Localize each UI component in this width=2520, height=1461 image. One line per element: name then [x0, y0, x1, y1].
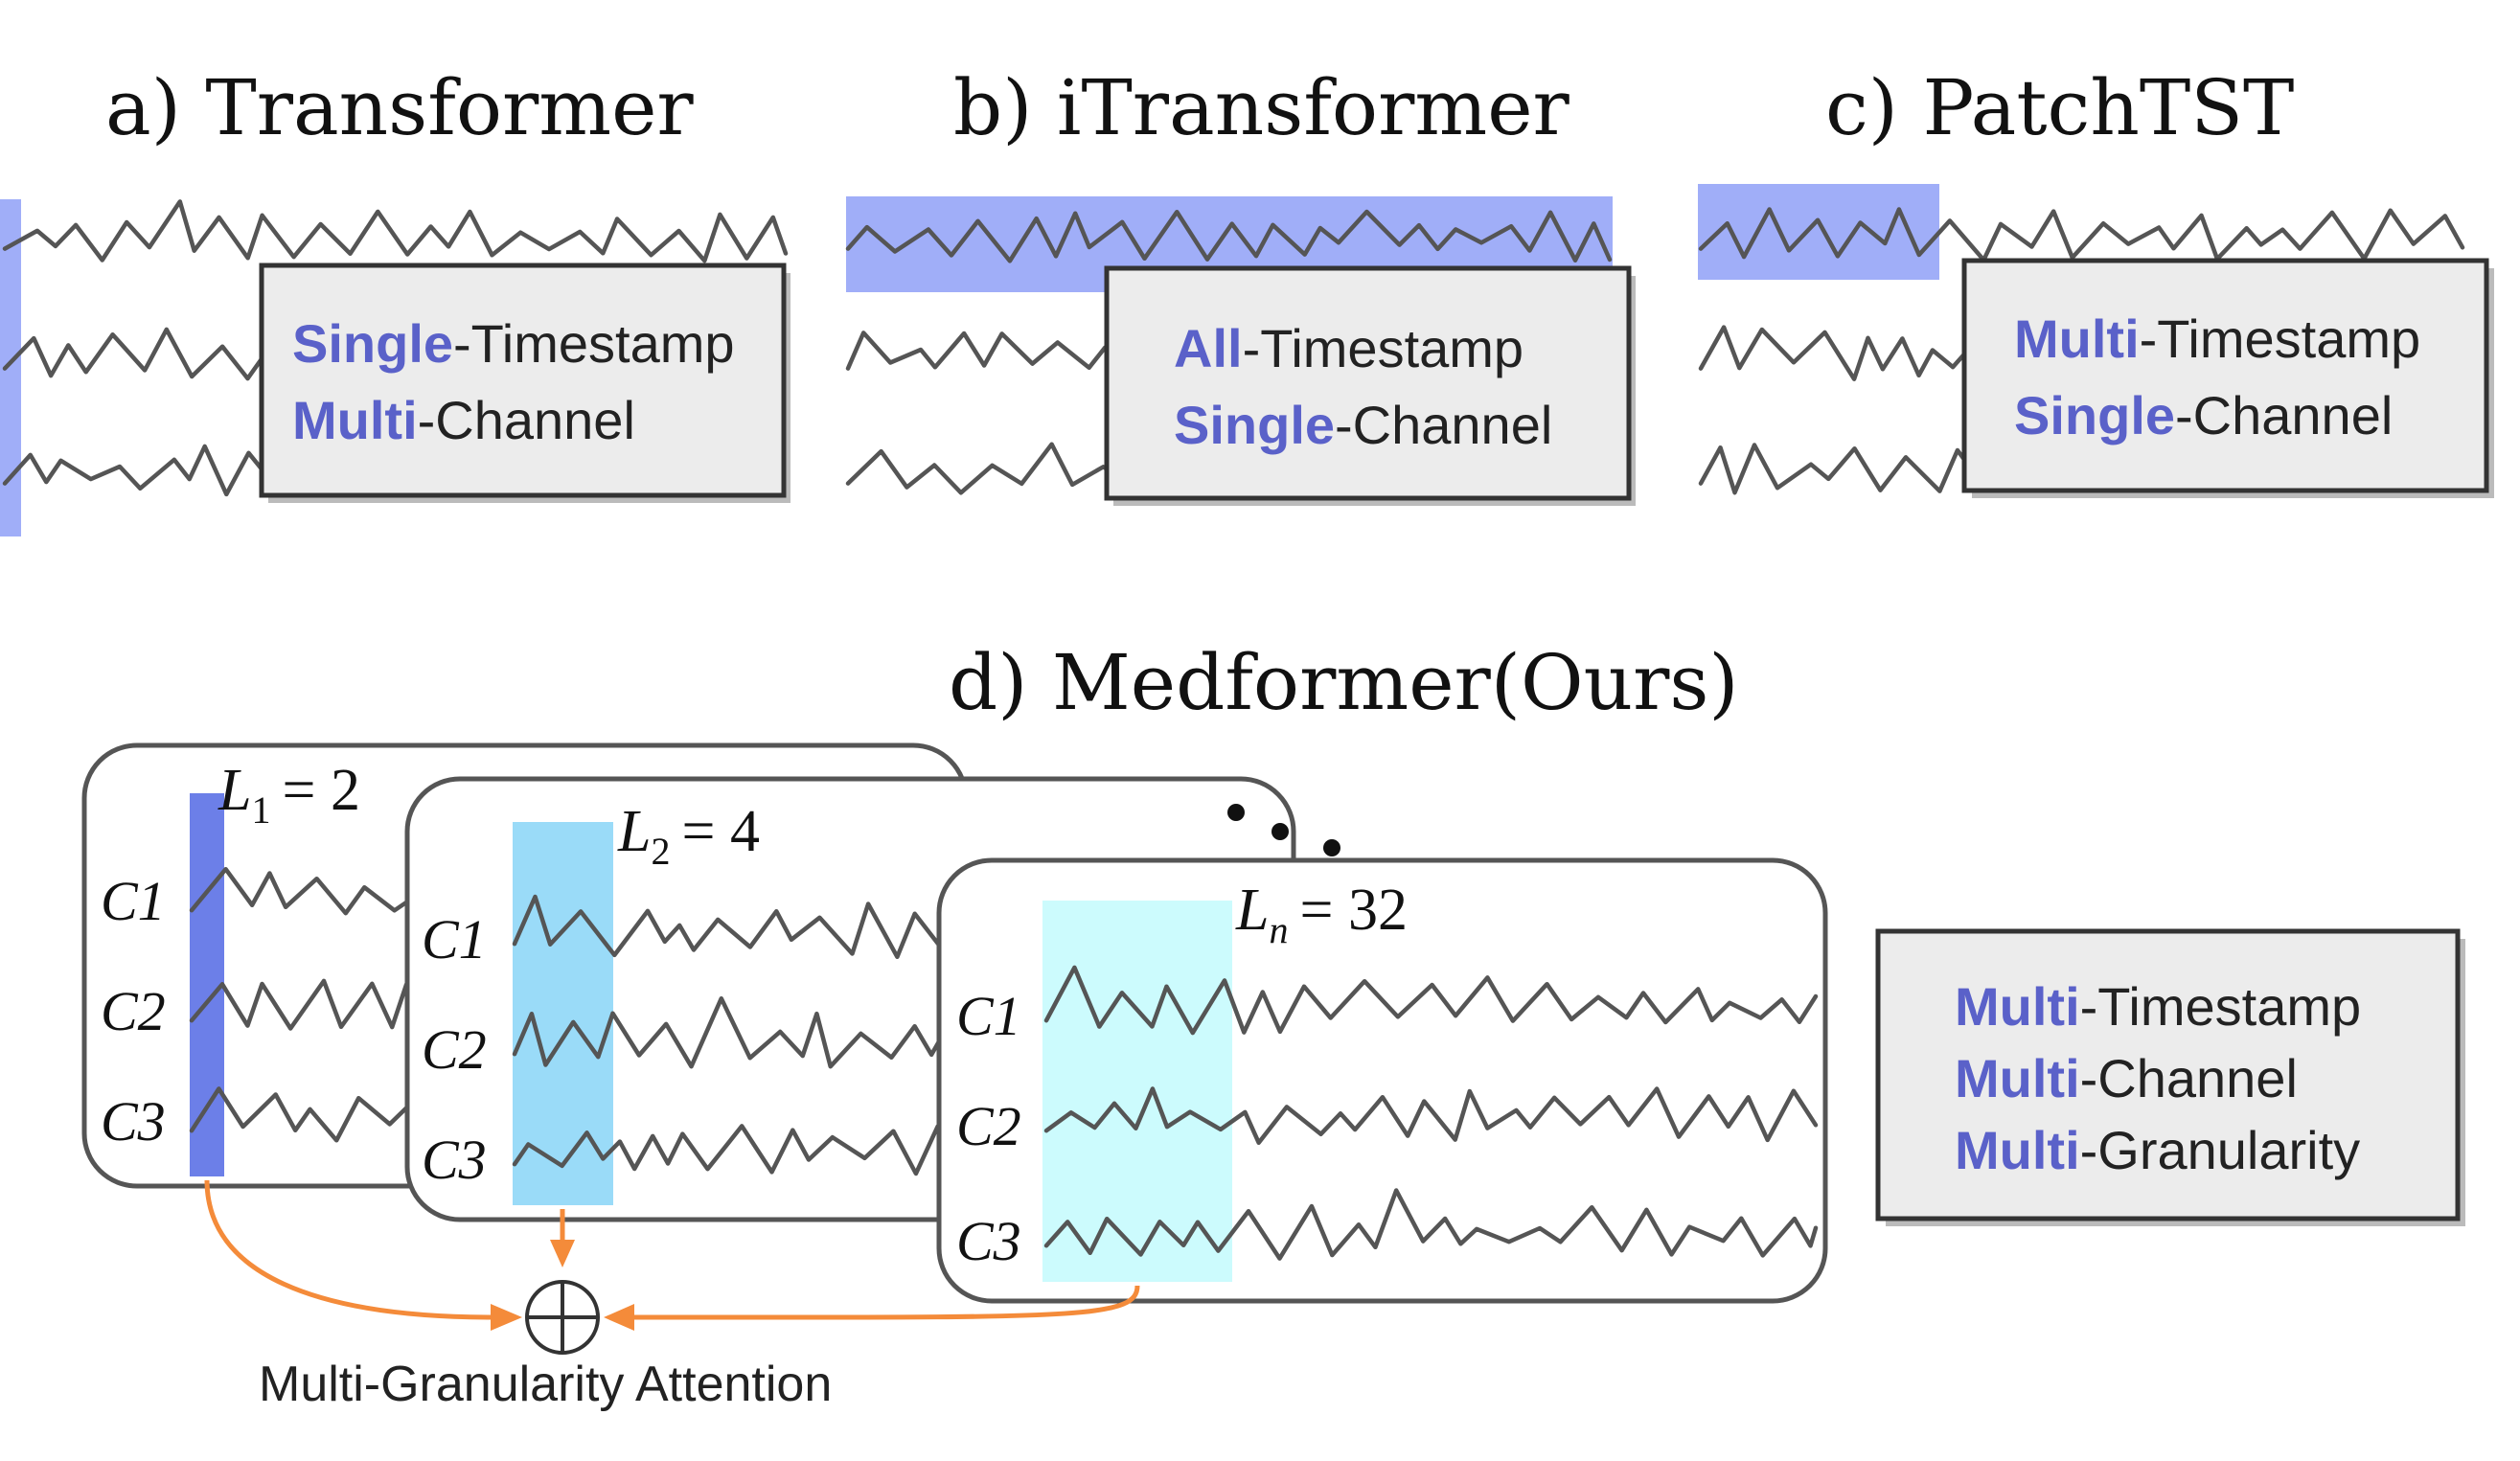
granularity-label: Ln = 32 [1235, 878, 1408, 951]
panel-itransformer: b) iTransformer All-Timestamp Single-Cha… [845, 63, 1636, 506]
channel-label: C3 [956, 1210, 1021, 1272]
panel-transformer: a) Transformer Single-Timestamp Multi-Ch… [0, 63, 790, 536]
arrow-from-ln [622, 1285, 1140, 1320]
granularity-card-n: Ln = 32 C1 C2 C3 [936, 857, 1828, 1304]
panel-medformer: d) Medformer(Ours) L1 = 2 C1 C2 C3 L2 = 4 … [81, 638, 2465, 1412]
channel-label: C1 [956, 985, 1021, 1047]
patch-highlight [1698, 184, 1939, 280]
channel-label: C3 [101, 1090, 166, 1153]
channel-label: C1 [422, 908, 487, 970]
signal-wave [1043, 1086, 1819, 1146]
channel-label: C2 [956, 1095, 1021, 1157]
panel-patchtst: c) PatchTST Multi-Timestamp Single-Chann… [1698, 63, 2494, 498]
info-line-2: Multi-Channel [292, 390, 635, 450]
info-box [1104, 265, 1632, 501]
aggregation-plus-icon [525, 1280, 600, 1355]
channel-label: C2 [101, 980, 166, 1042]
channel-label: C2 [422, 1018, 487, 1081]
signal-wave [1698, 207, 2465, 263]
channel-label: C1 [101, 870, 166, 932]
info-line-2: Single-Channel [1174, 395, 1552, 455]
panel-title: a) Transformer [105, 63, 694, 152]
signal-wave [2, 199, 789, 263]
patch-l2 [513, 822, 613, 1205]
attention-label: Multi-Granularity Attention [259, 1357, 832, 1412]
granularity-label: L2 = 4 [617, 799, 760, 873]
signal-wave [1043, 965, 1819, 1036]
info-line-1: Multi-Timestamp [1955, 976, 2361, 1037]
ellipsis-dots [1227, 804, 1340, 856]
info-line-2: Single-Channel [2014, 385, 2393, 445]
info-box [1961, 258, 2489, 493]
info-box [259, 263, 787, 498]
info-line-1: Single-Timestamp [292, 313, 735, 374]
panel-title: d) Medformer(Ours) [949, 638, 1739, 727]
panel-title: b) iTransformer [953, 63, 1570, 152]
signal-wave [1043, 1188, 1819, 1261]
arrow-from-l1 [204, 1179, 494, 1320]
single-timestamp-highlight [0, 199, 21, 536]
info-line-2: Multi-Channel [1955, 1048, 2298, 1108]
granularity-label: L1 = 2 [218, 758, 360, 832]
patch-ln [1042, 901, 1232, 1282]
attention-arrows [204, 1179, 1140, 1331]
patch-l1 [190, 793, 224, 1176]
info-box [1875, 928, 2461, 1221]
signal-wave [845, 209, 1613, 263]
panel-title: c) PatchTST [1825, 63, 2294, 152]
channel-label: C3 [422, 1129, 487, 1191]
info-line-1: All-Timestamp [1174, 318, 1523, 378]
arrow-from-l2 [550, 1240, 575, 1267]
info-line-1: Multi-Timestamp [2014, 308, 2420, 369]
info-line-3: Multi-Granularity [1955, 1120, 2360, 1180]
